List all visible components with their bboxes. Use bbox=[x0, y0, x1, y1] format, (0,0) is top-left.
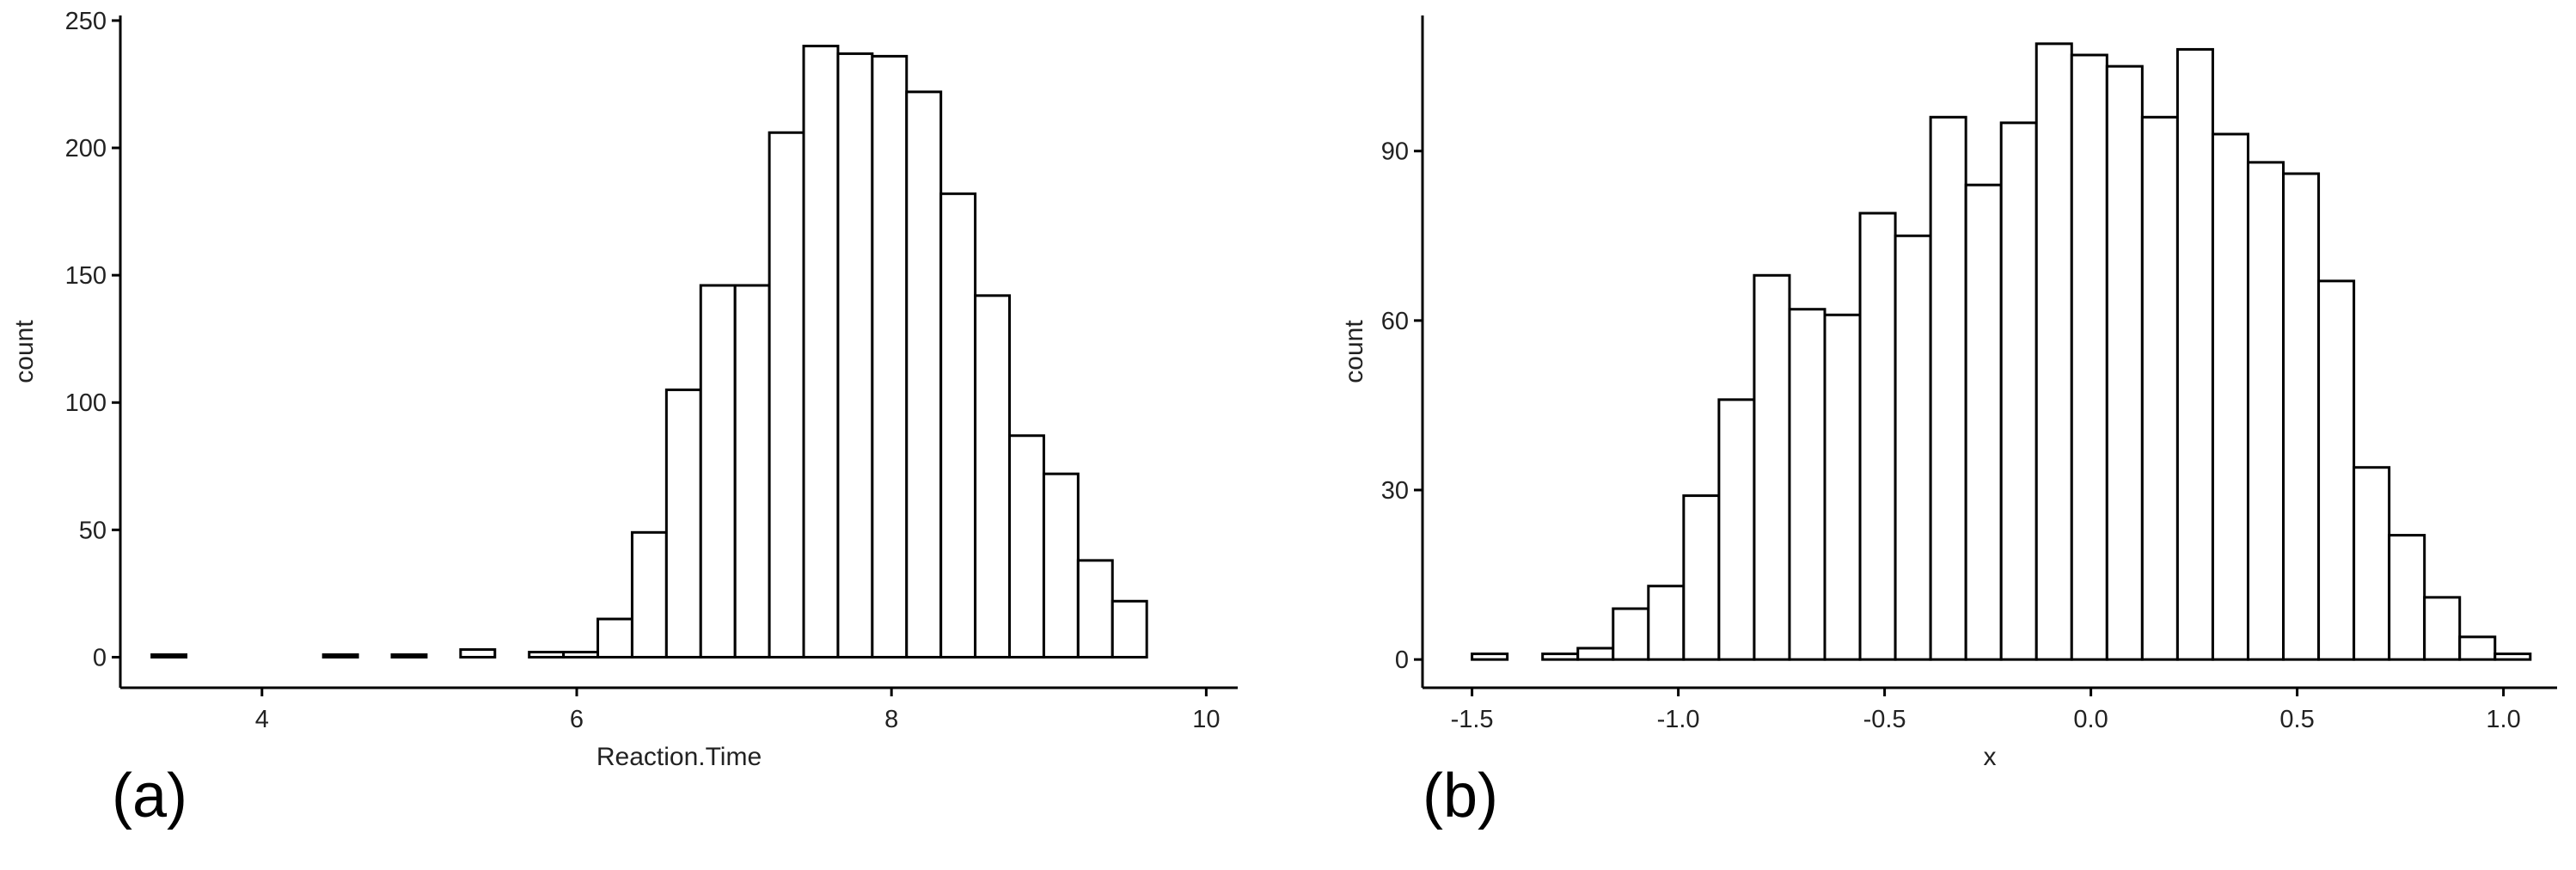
x-tick-label: -1.0 bbox=[1657, 706, 1700, 733]
histogram-bar bbox=[2034, 42, 2073, 661]
panel-a-histogram: 0 50 100 150 200 250 4 6 8 10 Reaction.Time count (a… bbox=[10, 8, 1238, 830]
histogram-bar bbox=[2282, 172, 2321, 661]
histogram-bar bbox=[1647, 585, 1686, 661]
histogram-bar bbox=[150, 652, 188, 659]
histogram-bar bbox=[1788, 308, 1826, 661]
histogram-bar bbox=[1076, 559, 1114, 659]
panel-label: (b) bbox=[1423, 762, 1498, 830]
y-tick-label: 30 bbox=[1381, 477, 1409, 505]
histogram-bar bbox=[1682, 494, 1721, 661]
histogram-bar bbox=[390, 652, 428, 659]
y-tick-label: 50 bbox=[79, 517, 107, 544]
histogram-bar bbox=[1717, 398, 1756, 661]
histogram-bars bbox=[1471, 42, 2532, 661]
histogram-bar bbox=[836, 52, 874, 659]
histogram-bars bbox=[150, 45, 1148, 659]
histogram-bar bbox=[2458, 635, 2497, 661]
histogram-bar bbox=[939, 192, 977, 659]
histogram-bar bbox=[1111, 599, 1148, 659]
histogram-bar bbox=[321, 652, 359, 659]
histogram-bar bbox=[1042, 472, 1080, 659]
histogram-bar bbox=[597, 617, 633, 659]
x-tick-label: 1.0 bbox=[2486, 706, 2520, 733]
histogram-bar bbox=[1858, 211, 1897, 661]
histogram-bar bbox=[1894, 234, 1932, 661]
x-tick-label: -1.5 bbox=[1451, 706, 1494, 733]
histogram-bar bbox=[528, 651, 566, 659]
histogram-bar bbox=[2140, 115, 2179, 661]
histogram-bar bbox=[2317, 279, 2356, 661]
histogram-bar bbox=[664, 388, 702, 659]
x-tick-label: 0.5 bbox=[2279, 706, 2314, 733]
histogram-bar bbox=[2493, 652, 2532, 661]
x-tick-label: -0.5 bbox=[1863, 706, 1906, 733]
histogram-bar bbox=[1576, 646, 1615, 661]
histogram-bar bbox=[733, 284, 771, 659]
histogram-bar bbox=[1471, 652, 1509, 661]
histogram-bar bbox=[1929, 115, 1967, 661]
y-tick-label: 60 bbox=[1381, 308, 1409, 335]
y-tick-label: 0 bbox=[1395, 646, 1409, 674]
x-axis-title: Reaction.Time bbox=[597, 743, 762, 771]
y-tick-label: 250 bbox=[65, 8, 107, 35]
y-axis-title: count bbox=[1340, 320, 1368, 383]
histogram-bar bbox=[2246, 161, 2285, 661]
histogram-bar bbox=[1999, 121, 2038, 661]
y-tick-label: 0 bbox=[93, 644, 107, 671]
histogram-bar bbox=[768, 131, 805, 659]
histogram-bar bbox=[871, 54, 909, 659]
histogram-bar bbox=[974, 294, 1012, 659]
histogram-bar bbox=[2353, 466, 2391, 661]
panel-b-histogram: 0 30 60 90 -1.5 -1.0 -0.5 0.0 0.5 1.0 x count (b) bbox=[1340, 15, 2557, 830]
histogram-bar bbox=[905, 90, 943, 659]
y-tick-label: 90 bbox=[1381, 138, 1409, 166]
histogram-bar bbox=[1964, 183, 2003, 661]
x-tick-label: 0.0 bbox=[2073, 706, 2108, 733]
x-axis-title: x bbox=[1984, 743, 1997, 771]
y-tick-label: 200 bbox=[65, 135, 107, 162]
x-tick-label: 4 bbox=[255, 706, 269, 733]
histogram-bar bbox=[1541, 652, 1580, 661]
y-axis-title: count bbox=[10, 320, 39, 383]
x-tick-label: 8 bbox=[884, 706, 898, 733]
histogram-bar bbox=[459, 648, 497, 659]
histogram-bar bbox=[2105, 64, 2144, 661]
histogram-bar bbox=[1612, 607, 1650, 661]
y-tick-label: 100 bbox=[65, 389, 107, 417]
histogram-bar bbox=[802, 45, 840, 659]
x-tick-label: 6 bbox=[570, 706, 584, 733]
histogram-bar bbox=[2423, 596, 2462, 661]
x-tick-label: 10 bbox=[1192, 706, 1220, 733]
histogram-bar bbox=[2175, 47, 2214, 661]
histogram-bar bbox=[1753, 273, 1791, 661]
histogram-bar bbox=[1008, 434, 1045, 659]
histogram-bar bbox=[562, 651, 600, 659]
histogram-bar bbox=[2211, 132, 2249, 661]
histogram-bar bbox=[1823, 313, 1862, 661]
histogram-bar bbox=[2388, 534, 2426, 661]
histogram-bar bbox=[630, 530, 668, 659]
histogram-bar bbox=[2070, 53, 2108, 661]
panel-label: (a) bbox=[112, 762, 187, 830]
y-tick-label: 150 bbox=[65, 262, 107, 290]
histogram-bar bbox=[699, 284, 737, 659]
